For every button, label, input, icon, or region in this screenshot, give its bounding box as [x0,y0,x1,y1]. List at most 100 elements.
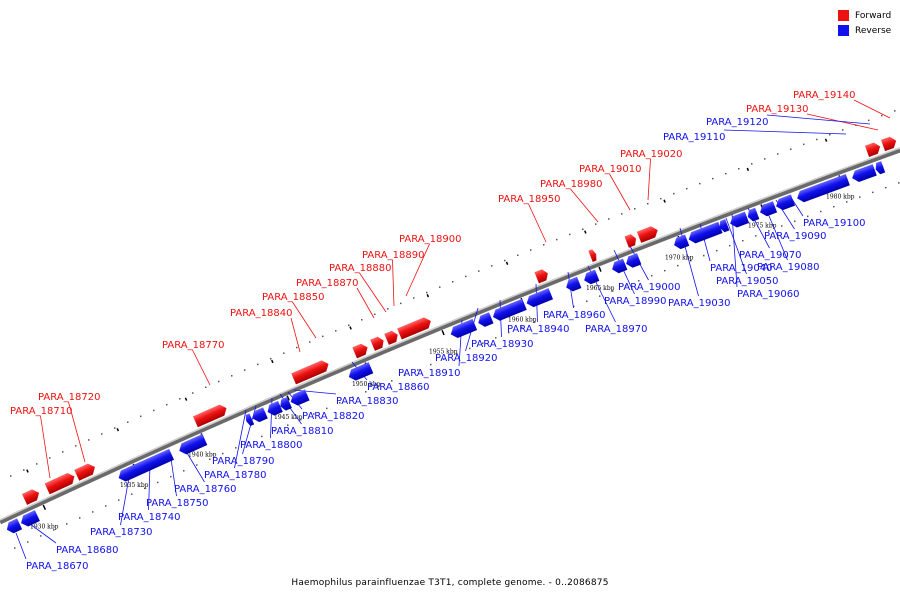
gene-arrow [384,330,398,345]
leader-line [29,523,57,544]
position-dot [101,433,103,435]
position-dot [62,451,64,453]
leader-line [290,317,301,353]
position-dot [716,249,718,252]
gene-arrow [588,249,597,262]
tick-marks: 1930 kbp 1935 kbp 1940 kbp 1945 kbp 1950 kbp… [26,138,855,530]
position-dot [105,505,107,507]
forward-gene [370,336,384,351]
reverse-gene-label: PARA_18920 [435,353,497,364]
position-dot [712,177,714,180]
forward-gene [624,234,637,248]
reverse-gene-label: PARA_18820 [302,411,364,422]
gene-arrow [450,318,478,339]
kbp-tick [426,294,445,336]
position-dot [378,385,380,388]
gene-arrow [776,194,796,211]
position-dot [365,391,367,393]
leader-line [293,389,337,395]
reverse-gene-label: PARA_18830 [336,396,398,407]
tick-mark [116,428,120,432]
forward-gene [291,360,329,385]
position-dot [118,499,120,501]
gene-arrow [291,360,329,385]
position-dot [196,464,198,466]
position-dot [478,270,480,272]
reverse-gene [626,253,642,268]
position-dot [75,445,77,447]
tick-mark [584,230,587,234]
position-dot [40,535,42,537]
position-dot [404,374,406,377]
position-dot [127,421,129,423]
gene-arrow [192,404,227,428]
forward-gene [22,489,40,505]
leader-line [356,287,375,319]
forward-gene-label: PARA_19010 [579,164,641,175]
reverse-gene [730,211,750,228]
reverse-gene [719,219,730,233]
gene-arrow [526,288,554,308]
forward-gene [864,142,881,157]
position-dot [417,369,419,371]
gene-arrow [290,389,310,406]
tick-mark [42,504,47,510]
position-dot [92,511,94,513]
position-dot [751,163,753,165]
position-dot [530,249,532,251]
tick-mark [663,199,666,203]
position-dot [612,290,614,292]
reverse-gene-label: PARA_19090 [764,231,826,242]
reverse-gene-label: PARA_19000 [618,282,680,293]
position-dot [673,192,675,195]
leader-line [723,129,847,135]
gene-arrow [797,174,850,203]
tick-mark [426,294,430,298]
reverse-gene-label: PARA_18970 [585,324,647,335]
tick-label: 1945 kbp [274,414,303,421]
gene-arrow [747,207,760,222]
gene-arrow [626,253,642,268]
reverse-gene [280,396,292,411]
forward-gene-label: PARA_18770 [162,340,224,351]
position-dot [66,523,68,525]
gene-arrow [44,473,75,495]
gene-arrow [352,343,368,359]
position-dot [443,358,445,360]
reverse-gene-label: PARA_18800 [240,440,302,451]
position-dot [569,233,571,236]
reverse-gene [760,201,778,217]
position-dot [140,415,142,418]
kbp-tick [271,359,290,401]
gene-arrow [118,448,175,482]
gene-arrow [880,136,897,152]
tick-label: 1970 kbp [665,254,694,261]
position-dot [491,265,493,267]
reverse-gene-label: PARA_19060 [737,289,799,300]
position-dot [859,196,861,198]
gene-arrow [674,234,690,250]
forward-swatch [838,10,849,21]
gene-arrow [875,161,886,175]
forward-gene-label: PARA_19130 [746,104,808,115]
position-dot [465,275,467,278]
position-dot [690,259,692,262]
reverse-gene-label: PARA_19110 [663,132,725,143]
reverse-gene [875,161,886,175]
position-dot [287,424,289,426]
gene-arrow [348,362,374,381]
position-dot [794,220,796,222]
position-dot [508,331,510,334]
position-dot [634,208,636,210]
position-dot [781,225,783,227]
position-dot [322,335,324,338]
position-dot [664,269,666,272]
reverse-gene-label: PARA_18760 [174,484,236,495]
position-dot [560,310,562,313]
leader-line [725,217,747,275]
tick-label: 1960 kbp [508,316,537,323]
position-dot [157,481,159,484]
position-dot [244,369,246,371]
position-dot [335,330,337,332]
